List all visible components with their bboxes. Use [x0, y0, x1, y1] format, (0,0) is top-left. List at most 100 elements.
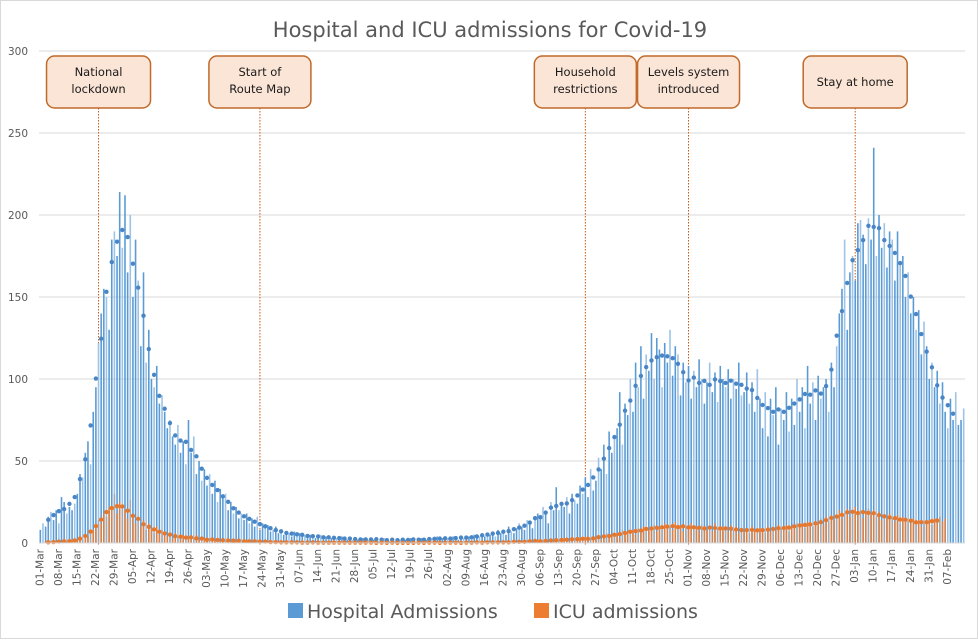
- hospital-trend-point: [215, 487, 220, 493]
- x-tick-label: 23-Aug: [497, 549, 509, 586]
- hospital-trend-point: [876, 225, 882, 231]
- icu-bar: [812, 526, 814, 543]
- hospital-bar: [253, 526, 256, 543]
- icu-trend-point: [749, 527, 755, 533]
- icu-trend-point: [855, 510, 861, 516]
- icu-bar: [132, 513, 134, 543]
- icu-trend-point: [268, 539, 273, 545]
- hospital-bar: [650, 333, 653, 543]
- hospital-trend-point: [675, 361, 681, 366]
- hospital-bar: [785, 392, 788, 543]
- hospital-trend-point: [337, 535, 342, 541]
- hospital-bar: [124, 195, 126, 543]
- hospital-trend-point: [268, 526, 273, 531]
- annotation-boxes: National lockdown Start of Route Map Househo…: [45, 55, 908, 109]
- icu-bar: [730, 524, 732, 543]
- icu-bar: [862, 518, 864, 543]
- hospital-bar: [185, 464, 187, 543]
- hospital-bar: [256, 516, 259, 543]
- x-tick-label: 07-Feb: [942, 549, 954, 585]
- icu-bar: [759, 528, 761, 543]
- hospital-bar: [103, 288, 105, 543]
- icu-bar: [939, 516, 941, 543]
- hospital-bar: [150, 379, 153, 543]
- legend-swatch-icu: [534, 603, 549, 618]
- icu-bar: [756, 531, 759, 543]
- icu-bar: [679, 524, 682, 543]
- icu-bar: [55, 541, 57, 543]
- icu-bar: [655, 531, 658, 543]
- icu-trend-point: [850, 509, 855, 515]
- icu-trend-point: [151, 527, 157, 532]
- hospital-bar: [58, 523, 60, 543]
- hospital-trend-point: [188, 447, 194, 453]
- hospital-trend-point: [352, 536, 358, 542]
- icu-bar: [870, 513, 872, 543]
- x-tick-label: 29-Mar: [108, 548, 120, 586]
- hospital-bar: [317, 536, 319, 543]
- hospital-bar: [939, 403, 941, 543]
- hospital-trend-point: [72, 494, 77, 500]
- x-tick-label: 27-Sep: [590, 549, 602, 586]
- icu-bar: [753, 529, 756, 543]
- hospital-bar: [587, 497, 589, 543]
- hospital-bar: [171, 436, 174, 543]
- icu-bar: [148, 523, 150, 543]
- hospital-trend-point: [569, 497, 575, 503]
- hospital-trend-point: [543, 510, 548, 515]
- hospital-trendline: [46, 223, 956, 543]
- hospital-bar: [600, 469, 603, 543]
- icu-bar: [526, 539, 528, 543]
- icu-trend-point: [903, 517, 908, 523]
- icu-bar: [113, 493, 116, 543]
- icu-bar: [674, 521, 677, 543]
- hospital-bar: [592, 490, 595, 543]
- hospital-bar: [618, 392, 621, 543]
- hospital-trend-point: [448, 536, 453, 541]
- hospital-bar: [182, 441, 184, 543]
- icu-bar: [737, 533, 740, 543]
- icu-bar: [642, 526, 645, 543]
- icu-bar: [552, 541, 555, 543]
- icu-trend-point: [665, 524, 670, 529]
- hospital-bar: [653, 379, 655, 543]
- hospital-trend-point: [850, 258, 855, 263]
- hospital-bar: [740, 395, 743, 543]
- icu-bar: [658, 526, 661, 543]
- icu-trend-point: [183, 535, 189, 540]
- hospital-trend-point: [347, 536, 353, 541]
- hospital-bar: [632, 411, 634, 543]
- icu-bar: [880, 520, 883, 543]
- hospital-bar: [597, 457, 600, 543]
- icu-bar: [661, 529, 663, 543]
- icu-bar: [843, 513, 846, 543]
- icu-bar: [600, 539, 603, 543]
- hospital-trend-point: [723, 380, 728, 386]
- hospital-bar: [907, 272, 909, 543]
- hospital-trend-point: [522, 523, 527, 528]
- icu-bar: [272, 541, 274, 543]
- icu-trend-point: [733, 527, 739, 532]
- hospital-bar: [878, 215, 880, 543]
- hospital-bar: [917, 310, 920, 543]
- icu-trend-point: [617, 531, 622, 537]
- hospital-bar: [513, 533, 515, 543]
- hospital-bar: [780, 408, 782, 543]
- hospital-bar: [544, 513, 547, 543]
- icu-bar: [155, 526, 158, 543]
- hospital-bar: [687, 365, 690, 543]
- x-tick-label: 19-Jul: [405, 549, 417, 579]
- hospital-bar: [491, 531, 494, 543]
- icu-trend-point: [643, 526, 649, 532]
- icu-bar: [785, 524, 788, 543]
- hospital-trend-point: [247, 516, 252, 522]
- legend-label-icu: ICU admissions: [553, 601, 698, 623]
- icu-bar: [105, 516, 108, 543]
- hospital-trend-point: [210, 482, 215, 488]
- icu-bar: [605, 533, 608, 543]
- icu-bar: [835, 516, 838, 543]
- icu-bar: [941, 521, 944, 543]
- hospital-trend-point: [516, 525, 522, 530]
- x-tick-label: 22-Nov: [738, 549, 750, 587]
- hospital-bar: [161, 395, 163, 543]
